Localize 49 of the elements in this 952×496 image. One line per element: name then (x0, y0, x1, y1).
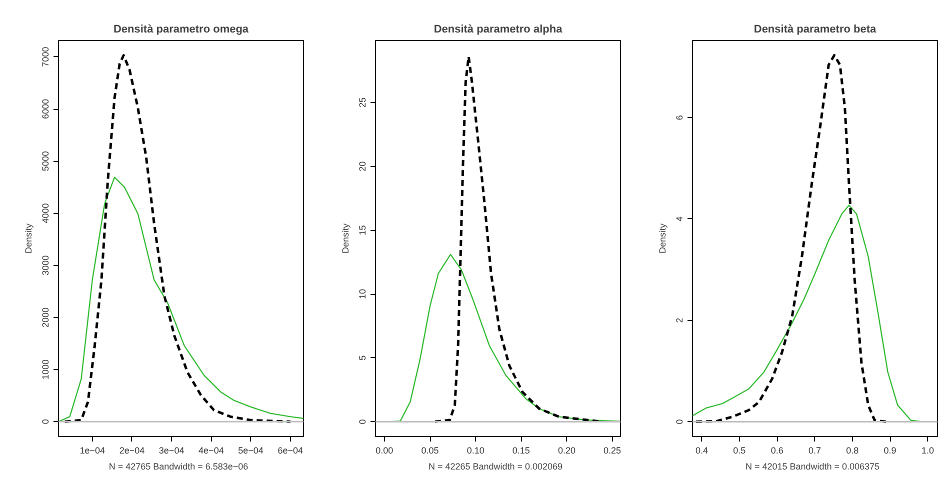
x-tick-label: 4e−04 (198, 446, 224, 456)
x-tick-label: 0.4 (696, 446, 708, 456)
y-tick-label: 4 (674, 216, 684, 222)
x-tick-label: 0.5 (733, 446, 746, 456)
x-tick-label: 0.7 (808, 446, 821, 456)
x-axis-title: N = 42015 Bandwidth = 0.006375 (745, 462, 880, 472)
y-tick-label: 0 (40, 419, 50, 424)
y-tick-label: 7000 (40, 46, 50, 67)
y-tick-label: 4000 (40, 203, 50, 224)
x-tick-label: 0.25 (604, 446, 622, 456)
x-tick-label: 6e−04 (278, 446, 304, 456)
y-tick-label: 3000 (40, 255, 50, 276)
x-tick-label: 0.6 (770, 446, 784, 456)
x-tick-label: 2e−04 (119, 446, 145, 456)
x-tick-label: 0.20 (558, 446, 576, 456)
x-tick-label: 0.9 (884, 446, 896, 456)
line-series (58, 176, 304, 422)
chart-title: Densità parametro alpha (434, 24, 564, 36)
line-series (64, 54, 292, 423)
y-tick-label: 25 (358, 98, 368, 108)
x-tick-label: 1.0 (921, 446, 934, 456)
y-tick-label: 1000 (40, 360, 50, 380)
y-tick-label: 10 (358, 289, 368, 300)
x-tick-label: 3e−04 (158, 446, 184, 456)
y-tick-label: 5 (358, 355, 368, 360)
x-tick-label: 0.15 (512, 446, 530, 456)
y-tick-label: 15 (358, 225, 368, 236)
x-tick-label: 0.05 (421, 446, 439, 456)
x-tick-label: 5e−04 (238, 446, 264, 456)
y-axis-title: Density (340, 222, 350, 254)
x-axis-title: N = 42765 Bandwidth = 6.583e−06 (108, 462, 248, 472)
y-tick-label: 2000 (40, 307, 50, 328)
y-tick-label: 2 (674, 318, 684, 323)
chart-title: Densità parametro omega (113, 24, 250, 36)
y-axis-title: Density (24, 222, 34, 254)
x-axis-title: N = 42265 Bandwidth = 0.002069 (428, 462, 563, 472)
y-tick-label: 5000 (40, 151, 50, 172)
chart-title: Densità parametro beta (754, 24, 878, 36)
x-tick-label: 0.00 (376, 446, 394, 456)
y-axis-title: Density (658, 222, 668, 254)
y-tick-label: 0 (358, 419, 368, 424)
x-tick-label: 0.8 (846, 446, 859, 456)
y-tick-label: 6000 (40, 99, 50, 120)
x-tick-label: 1e−04 (80, 446, 105, 456)
y-tick-label: 20 (358, 161, 368, 172)
y-tick-label: 6 (674, 115, 684, 120)
x-tick-label: 0.10 (466, 446, 484, 456)
line-series (694, 54, 888, 424)
y-tick-label: 0 (674, 419, 684, 424)
